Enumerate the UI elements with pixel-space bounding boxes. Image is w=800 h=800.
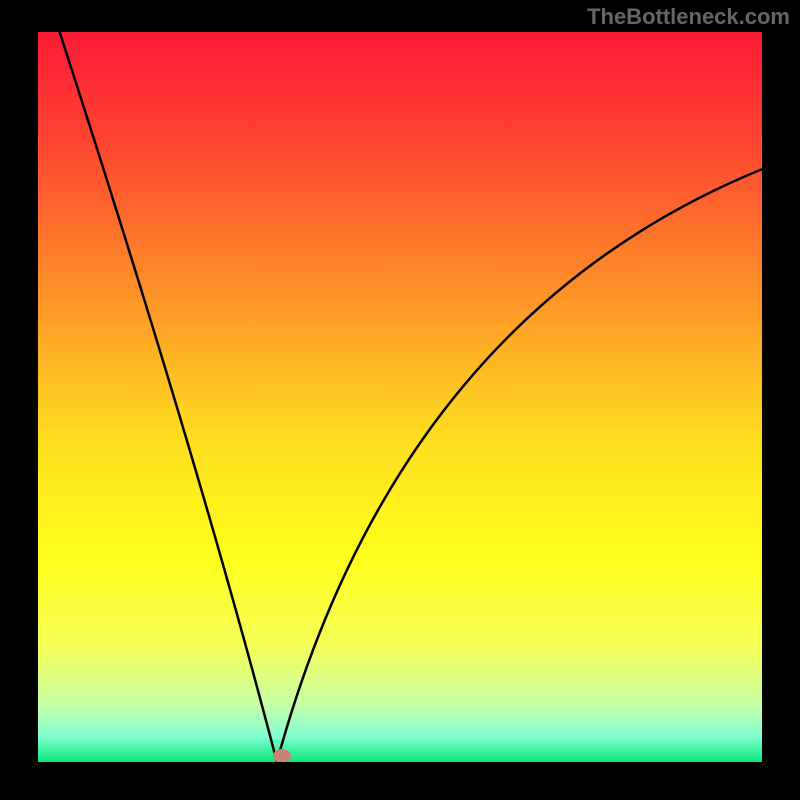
- chart-container: TheBottleneck.com: [0, 0, 800, 800]
- watermark-text: TheBottleneck.com: [587, 4, 790, 30]
- optimal-point-marker: [273, 749, 291, 762]
- plot-area: [38, 32, 762, 762]
- bottleneck-curve: [38, 32, 762, 762]
